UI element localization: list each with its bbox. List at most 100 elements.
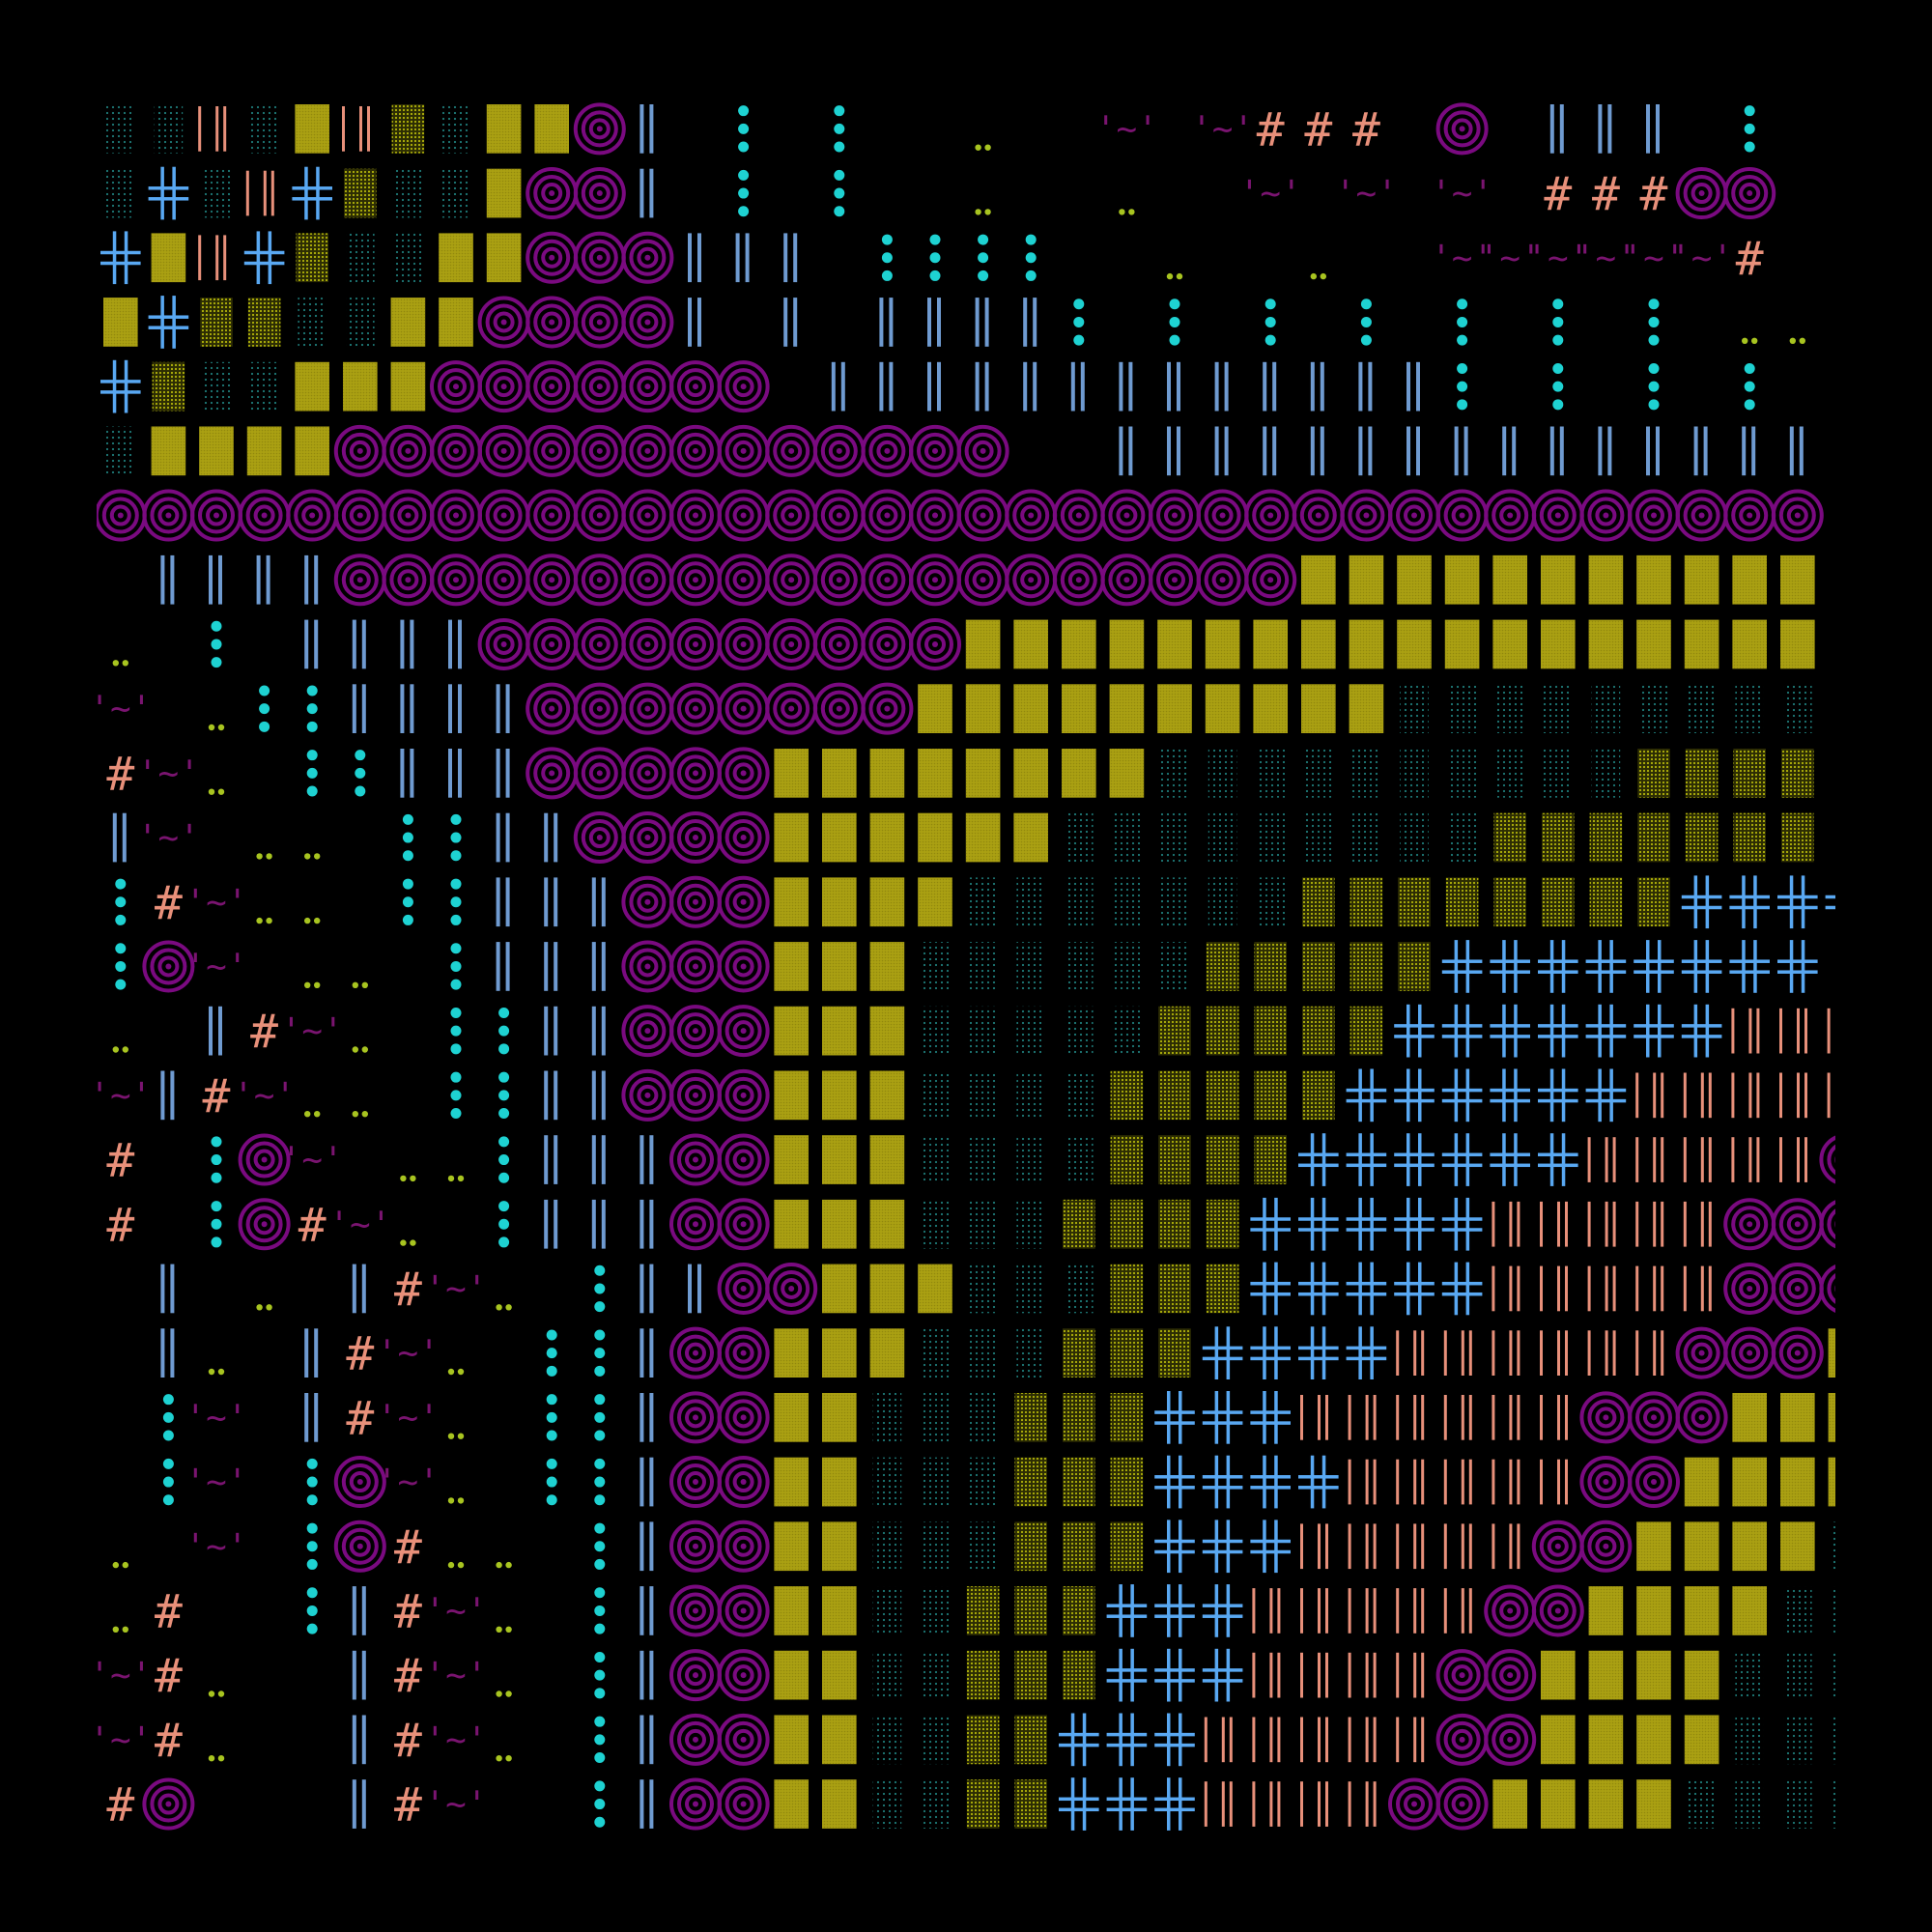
double-bar-glyph [209,1006,222,1056]
concentric-circle-glyph [956,424,1009,477]
olive-block-glyph [918,812,952,863]
double-cross-glyph [1729,940,1770,993]
dither-cyan-glyph [872,1521,902,1572]
olive-block-glyph [1588,1586,1624,1635]
concentric-circle-glyph [861,554,914,607]
svg-text:'~': '~' [137,753,200,793]
olive-block-glyph [486,168,522,218]
dot-pair-glyph [447,1433,465,1439]
double-bar-glyph [1119,361,1133,412]
concentric-circle-glyph [909,489,961,542]
double-bar-glyph [591,1006,606,1056]
double-bar-glyph [544,1006,558,1056]
concentric-circle-glyph [669,940,722,993]
double-cross-glyph [1154,1584,1195,1637]
tilde-wave-glyph: '~' [1095,109,1158,149]
concentric-circle-glyph [1675,489,1728,542]
hash-glyph: # [155,1714,183,1768]
olive-block-glyph [1684,1457,1719,1507]
dotted-column-glyph [546,1458,557,1506]
salmon-bars-glyph [1492,1201,1520,1247]
svg-text:'~': '~' [377,1398,440,1437]
dither-cyan-glyph [1351,749,1381,798]
salmon-bars-glyph [1300,1717,1328,1763]
double-cross-glyph [1777,940,1818,993]
salmon-bars-glyph [1779,1072,1807,1119]
dither-cyan-glyph [1016,1070,1045,1121]
olive-block-glyph [1541,1715,1576,1765]
salmon-bars-glyph [1683,1201,1712,1247]
olive-block-glyph [486,233,522,283]
concentric-circle-glyph [621,682,674,735]
svg-text:'~': '~' [1670,239,1733,278]
tilde-wave-glyph: '~' [137,753,200,793]
dither-cyan-glyph [872,1393,902,1442]
double-cross-glyph [1490,1068,1530,1122]
olive-block-glyph [965,619,1001,669]
svg-text:'~': '~' [1622,239,1685,278]
double-bar-glyph [1789,426,1804,476]
concentric-circle-glyph [1052,554,1105,607]
concentric-circle-glyph [765,489,818,542]
concentric-circle-glyph [333,554,386,607]
dotted-column-glyph [211,1136,222,1183]
salmon-bars-glyph [1443,1523,1472,1570]
dither-cyan-glyph [1639,684,1668,733]
double-cross-glyph [1154,1391,1195,1444]
olive-block-glyph [1588,554,1624,605]
concentric-circle-glyph [717,1777,770,1831]
olive-block-glyph [965,684,1001,733]
dither-cyan-glyph [1065,1006,1094,1056]
olive-block-glyph [774,1521,809,1572]
olive-block-glyph [822,1521,857,1572]
dither-cyan-glyph [202,168,231,218]
olive-block-glyph [1541,554,1576,605]
concentric-circle-glyph [812,617,866,670]
concentric-circle-glyph [1723,167,1776,220]
dither-cyan-glyph [1447,812,1477,863]
dotted-column-glyph [450,943,462,990]
olive-block-glyph [918,749,952,798]
dither-olive-glyph [1158,1135,1191,1184]
double-cross-glyph [1490,940,1530,993]
dither-olive-glyph [1254,1070,1287,1121]
svg-text:'~': '~' [185,1463,247,1502]
hash-glyph: # [1257,102,1285,156]
salmon-bars-glyph [342,106,370,152]
olive-block-glyph [822,1264,857,1314]
olive-block-glyph [774,1457,809,1507]
double-cross-glyph [1154,1777,1195,1831]
dither-cyan-glyph [346,298,375,347]
concentric-circle-glyph [477,360,530,413]
dither-cyan-glyph [921,1457,950,1507]
dither-cyan-glyph [249,361,279,412]
dither-olive-glyph [1206,1006,1239,1056]
olive-block-glyph [1732,619,1767,669]
olive-block-glyph [1732,1521,1767,1572]
tilde-wave-glyph: '~' [1670,239,1733,278]
salmon-bars-glyph [1252,1717,1281,1763]
olive-block-glyph [1205,619,1240,669]
hash-glyph: # [346,1327,374,1381]
olive-block-glyph [1541,1779,1576,1829]
concentric-circle-glyph [861,682,914,735]
tilde-wave-glyph: '~' [1526,239,1589,278]
svg-text:'~': '~' [424,1720,487,1760]
concentric-circle-glyph [1771,489,1824,542]
dither-cyan-glyph [1160,812,1189,863]
svg-text:#: # [1304,102,1332,156]
olive-block-glyph [151,426,186,476]
tilde-wave-glyph: '~' [185,1527,247,1567]
hash-glyph: # [106,1198,134,1252]
concentric-circle-glyph [1531,489,1584,542]
dither-cyan-glyph [1831,1779,1835,1829]
tilde-wave-glyph: '~' [377,1398,440,1437]
tilde-wave-glyph: '~' [281,1141,344,1180]
concentric-circle-glyph [717,617,770,670]
dither-cyan-glyph [968,877,998,927]
double-bar-glyph [1214,361,1229,412]
dotted-column-glyph [402,813,413,862]
concentric-circle-glyph [573,231,626,284]
salmon-bars-glyph [1396,1652,1425,1698]
concentric-circle-glyph [1196,489,1249,542]
